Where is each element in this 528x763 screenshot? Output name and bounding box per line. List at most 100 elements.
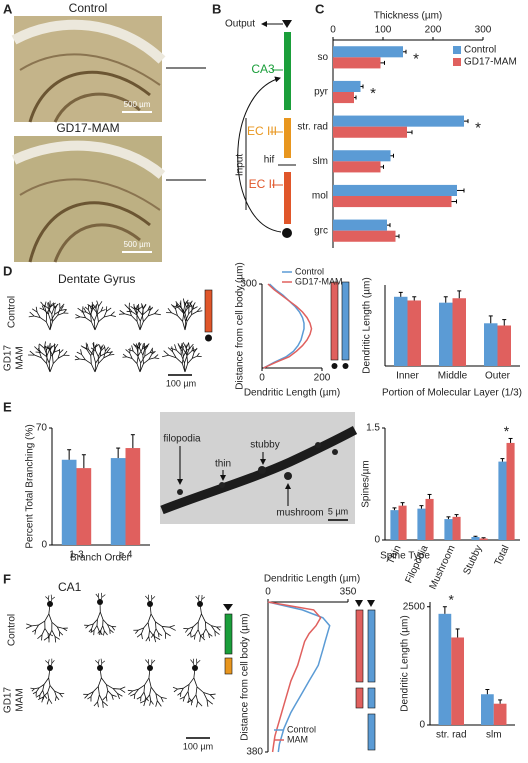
dendrite: [211, 625, 217, 628]
dendrite: [51, 660, 55, 664]
dendrite: [151, 351, 156, 355]
dendrite: [172, 686, 178, 690]
x-axis-label: Dendritic Length (µm): [244, 388, 340, 399]
dendrite: [178, 345, 184, 349]
bar: [439, 302, 453, 366]
dendrite: [161, 626, 166, 633]
dendrite: [31, 688, 35, 692]
dendrite: [201, 596, 206, 600]
dendrite: [191, 346, 194, 352]
dendrite: [41, 357, 47, 364]
dendrite: [187, 358, 193, 364]
dendrite: [52, 314, 59, 322]
bar: [481, 694, 494, 725]
dendrite: [109, 629, 114, 633]
y-axis-label: Dendritic Length (µm): [400, 615, 411, 711]
image-title: GD17-MAM: [56, 121, 119, 135]
line: [267, 601, 331, 753]
dendrite: [143, 359, 150, 365]
dendrite: [135, 343, 139, 349]
dendrite: [155, 700, 158, 707]
dendrite: [41, 628, 46, 635]
dendrite: [144, 677, 150, 686]
dendrite: [37, 634, 43, 640]
panel-label: A: [3, 1, 13, 16]
dendrite: [94, 321, 99, 331]
dendrite: [105, 690, 109, 697]
dendrite: [108, 351, 113, 356]
dendrite: [100, 625, 104, 631]
row-label: MAM: [15, 688, 26, 711]
dendrite: [52, 355, 54, 364]
bar: [407, 300, 421, 366]
x-tick-label: 200: [314, 373, 331, 384]
micrograph-mam: [11, 136, 166, 263]
dendrite: [196, 659, 201, 664]
dendrite: [148, 677, 152, 688]
dendrite: [52, 358, 59, 364]
dendrite: [195, 694, 199, 702]
dendrite: [105, 684, 109, 691]
dendrite: [99, 597, 103, 603]
label: EC II: [249, 177, 276, 191]
dendrite: [54, 343, 59, 350]
dendrite: [205, 621, 212, 626]
dendrite: [197, 613, 202, 623]
dendrite: [100, 306, 104, 312]
dendrite: [176, 302, 182, 308]
dendrite: [93, 625, 98, 631]
panel-label: C: [315, 1, 325, 16]
bar: [452, 516, 461, 540]
dendrite: [81, 354, 86, 361]
dendrite: [49, 345, 53, 351]
x-tick-label: Filopodia: [403, 543, 430, 585]
x-tick-label: ≥ 4: [119, 550, 133, 561]
dendrite: [105, 696, 108, 702]
dendrite: [40, 317, 47, 323]
dendrite: [98, 344, 102, 350]
dendrite: [126, 310, 133, 313]
dendrite: [216, 626, 221, 631]
dendrite: [135, 309, 138, 316]
dendrite: [144, 697, 146, 702]
dendrite: [57, 354, 64, 359]
chart-title: Thickness (µm): [374, 11, 443, 22]
dendrite: [48, 302, 51, 308]
dendrite: [44, 613, 50, 622]
dendrite: [186, 314, 192, 322]
dendrite: [34, 687, 40, 690]
dendrite: [184, 306, 187, 314]
dendrite: [54, 310, 61, 315]
dendrite: [182, 696, 185, 702]
dendrite: [139, 362, 142, 373]
dendrite: [51, 307, 55, 315]
bar: [438, 613, 452, 725]
dendrite: [112, 688, 118, 694]
dendrite: [42, 690, 45, 696]
panel-title: CA1: [58, 580, 82, 594]
dendrite: [87, 303, 94, 309]
dendrite: [193, 347, 198, 353]
dendrite: [187, 632, 191, 637]
dendrite: [143, 342, 146, 349]
x-axis-label: Branch Order: [70, 553, 131, 564]
dendrite: [187, 691, 190, 698]
dendrite: [100, 658, 103, 664]
dendrite: [190, 626, 194, 633]
dendrite: [201, 613, 206, 622]
dendrite: [171, 312, 178, 316]
micrograph-control: [11, 16, 166, 123]
dendrite: [52, 348, 55, 356]
dendrite: [98, 597, 101, 603]
dendrite: [180, 307, 186, 314]
dendrite: [44, 345, 47, 351]
dendrite: [143, 315, 149, 322]
dendrite: [179, 302, 182, 308]
bar: [484, 323, 498, 366]
dendrite: [62, 627, 68, 632]
dendrite: [92, 304, 97, 309]
dendrite: [203, 692, 208, 700]
y-tick-label: 0: [374, 535, 380, 546]
x-axis-label: Spine Type: [380, 551, 430, 562]
dendrite: [31, 624, 39, 627]
